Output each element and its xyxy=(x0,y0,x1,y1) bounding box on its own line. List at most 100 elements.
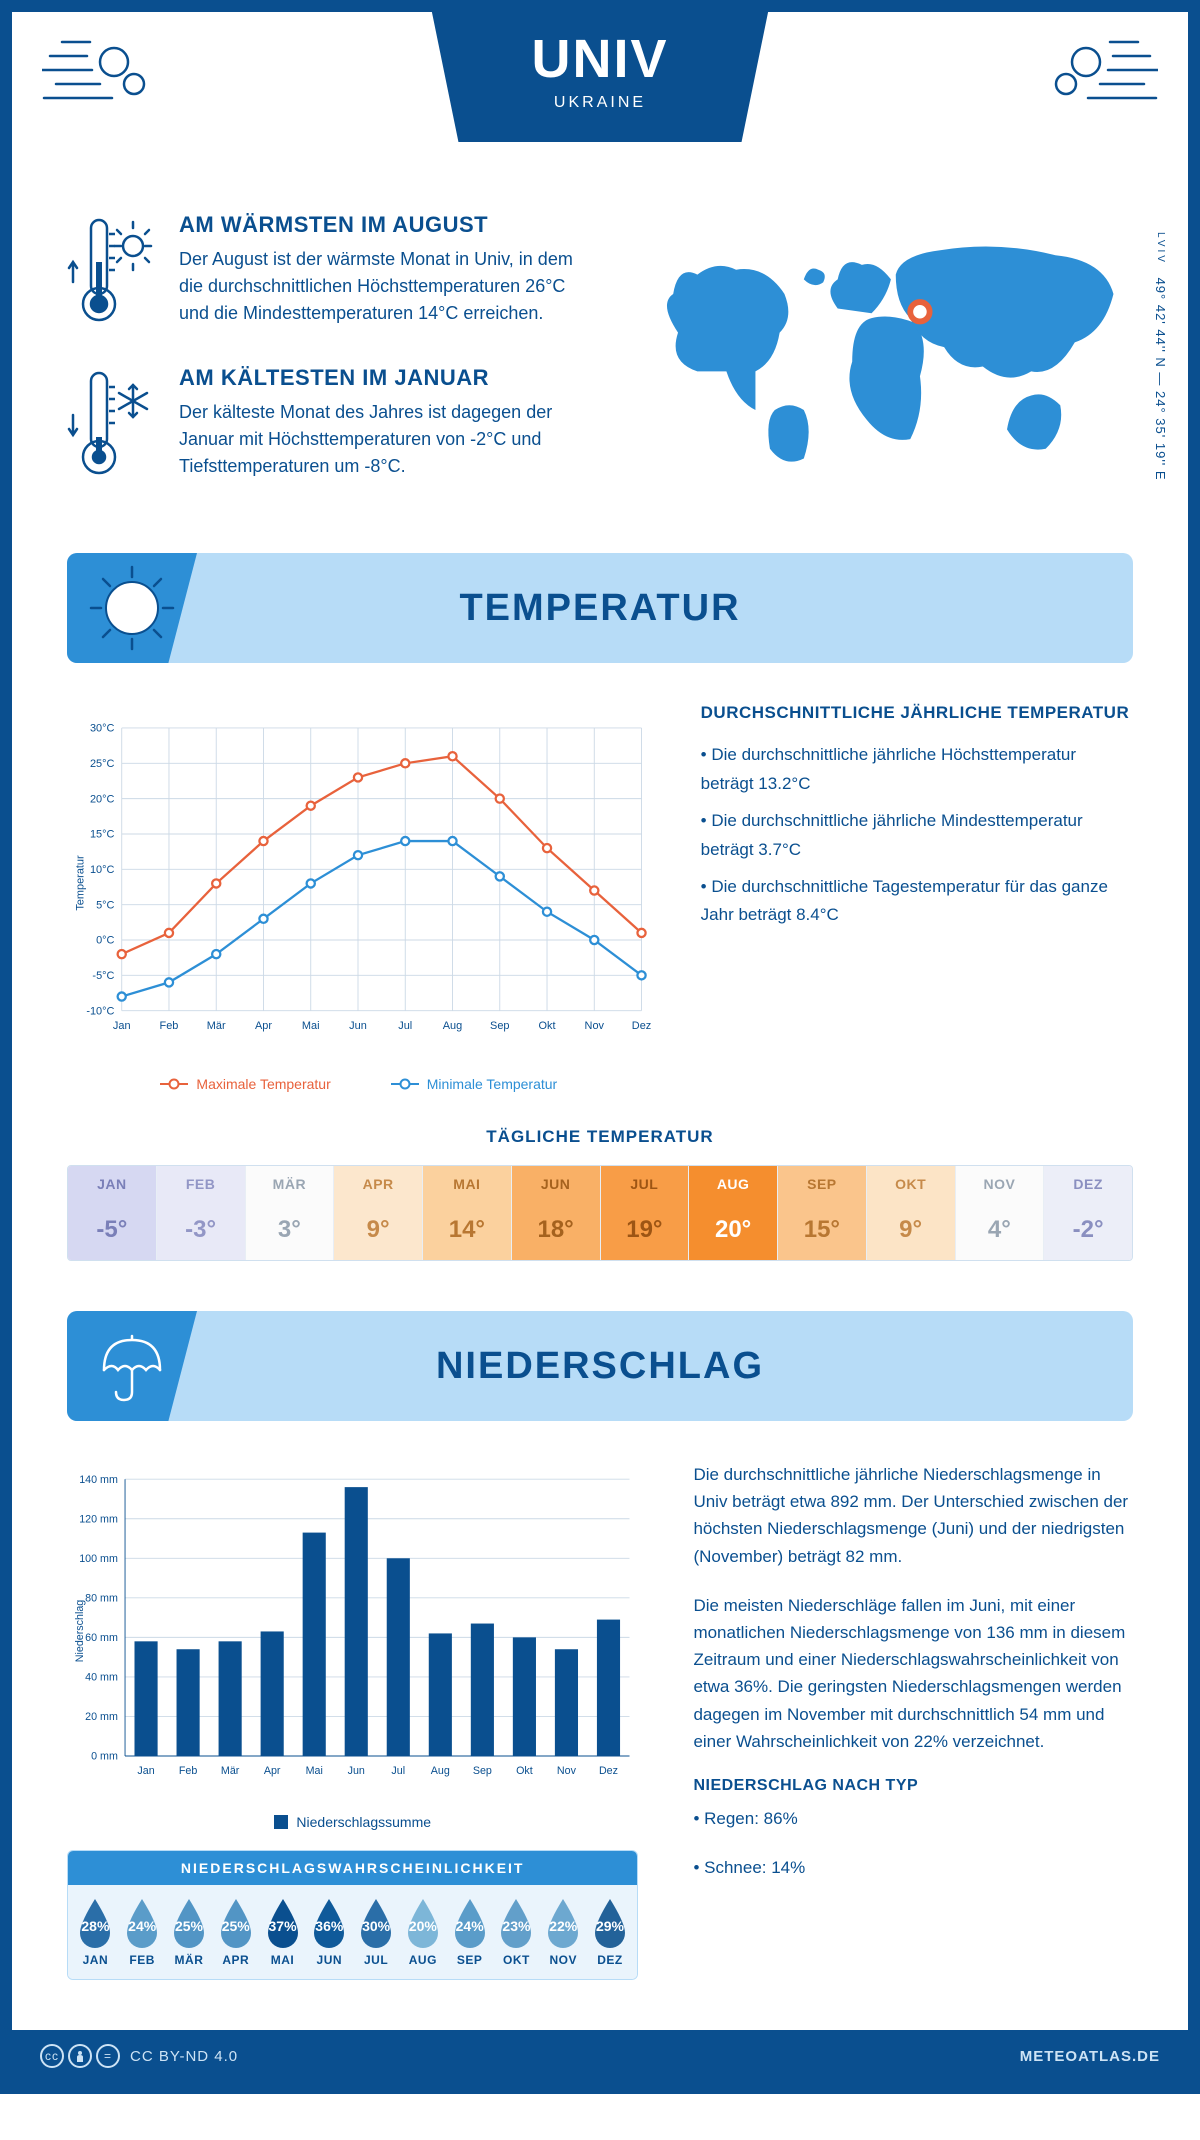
precip-prob-cell: 20% AUG xyxy=(399,1897,446,1967)
precip-prob-cell: 25% MÄR xyxy=(166,1897,213,1967)
daily-temp-cell: JAN-5° xyxy=(68,1166,157,1260)
svg-text:Nov: Nov xyxy=(585,1020,605,1032)
svg-text:Aug: Aug xyxy=(431,1765,450,1777)
precipitation-heading: NIEDERSCHLAG xyxy=(436,1345,764,1388)
country-subtitle: UKRAINE xyxy=(531,94,668,112)
svg-text:Sep: Sep xyxy=(473,1765,492,1777)
precip-prob-cell: 22% NOV xyxy=(540,1897,587,1967)
svg-text:Jul: Jul xyxy=(398,1020,412,1032)
climate-facts: AM WÄRMSTEN IM AUGUST Der August ist der… xyxy=(67,212,599,518)
by-icon xyxy=(68,2044,92,2068)
svg-text:Mär: Mär xyxy=(207,1020,226,1032)
svg-text:Jun: Jun xyxy=(349,1020,367,1032)
world-map-column: LVIV 49° 42' 44'' N — 24° 35' 19'' E xyxy=(649,212,1133,518)
precipitation-bar-chart: 0 mm20 mm40 mm60 mm80 mm100 mm120 mm140 … xyxy=(67,1461,638,1830)
svg-text:0°C: 0°C xyxy=(96,935,114,947)
svg-text:-10°C: -10°C xyxy=(86,1005,114,1017)
title-banner: UNIV UKRAINE xyxy=(431,10,768,142)
temperature-heading: TEMPERATUR xyxy=(459,587,740,630)
svg-text:20°C: 20°C xyxy=(90,793,115,805)
daily-temp-cell: FEB-3° xyxy=(157,1166,246,1260)
svg-text:Mai: Mai xyxy=(306,1765,323,1777)
daily-temp-cell: MÄR3° xyxy=(246,1166,335,1260)
svg-text:Apr: Apr xyxy=(255,1020,272,1032)
avg-temp-heading: DURCHSCHNITTLICHE JÄHRLICHE TEMPERATUR xyxy=(701,703,1133,723)
infographic-frame: UNIV UKRAINE xyxy=(0,0,1200,2094)
svg-text:25°C: 25°C xyxy=(90,758,115,770)
daily-temp-cell: OKT9° xyxy=(867,1166,956,1260)
header: UNIV UKRAINE xyxy=(12,12,1188,182)
precipitation-section-banner: NIEDERSCHLAG xyxy=(67,1311,1133,1421)
city-title: UNIV xyxy=(531,28,668,90)
precip-prob-cell: 25% APR xyxy=(212,1897,259,1967)
daily-temp-cell: AUG20° xyxy=(689,1166,778,1260)
svg-text:Nov: Nov xyxy=(557,1765,577,1777)
site-name: METEOATLAS.DE xyxy=(1020,2048,1160,2065)
nd-icon: = xyxy=(96,2044,120,2068)
temperature-line-chart: -10°C-5°C0°C5°C10°C15°C20°C25°C30°CJanFe… xyxy=(67,703,651,1092)
warmest-fact: AM WÄRMSTEN IM AUGUST Der August ist der… xyxy=(67,212,599,337)
cc-icon: cc xyxy=(40,2044,64,2068)
daily-temp-cell: JUL19° xyxy=(601,1166,690,1260)
svg-text:5°C: 5°C xyxy=(96,899,114,911)
precip-prob-cell: 24% SEP xyxy=(446,1897,493,1967)
svg-text:Dez: Dez xyxy=(632,1020,651,1032)
precip-prob-cell: 29% DEZ xyxy=(587,1897,634,1967)
precip-prob-cell: 24% FEB xyxy=(119,1897,166,1967)
svg-text:Jan: Jan xyxy=(137,1765,154,1777)
svg-text:80 mm: 80 mm xyxy=(85,1592,118,1604)
svg-text:Aug: Aug xyxy=(443,1020,462,1032)
thermometer-snow-icon xyxy=(67,365,157,490)
wind-icon-left xyxy=(42,32,152,127)
precipitation-summary-text: Die durchschnittliche jährliche Niedersc… xyxy=(693,1461,1133,1980)
precip-type-heading: NIEDERSCHLAG NACH TYP xyxy=(693,1777,1133,1795)
license-block: cc = CC BY-ND 4.0 xyxy=(40,2044,238,2068)
legend-min-temp: Minimale Temperatur xyxy=(427,1076,557,1092)
svg-text:Niederschlag: Niederschlag xyxy=(74,1600,86,1663)
svg-text:0 mm: 0 mm xyxy=(91,1751,118,1763)
svg-text:Mai: Mai xyxy=(302,1020,320,1032)
daily-temperature-grid: TÄGLICHE TEMPERATUR JAN-5° FEB-3° MÄR3° … xyxy=(67,1127,1133,1261)
warmest-title: AM WÄRMSTEN IM AUGUST xyxy=(179,212,599,238)
svg-text:Okt: Okt xyxy=(516,1765,533,1777)
svg-text:20 mm: 20 mm xyxy=(85,1711,118,1723)
precip-prob-cell: 28% JAN xyxy=(72,1897,119,1967)
svg-text:Temperatur: Temperatur xyxy=(74,855,86,911)
legend-max-temp: Maximale Temperatur xyxy=(196,1076,330,1092)
warmest-text: Der August ist der wärmste Monat in Univ… xyxy=(179,246,599,327)
svg-text:-5°C: -5°C xyxy=(92,970,114,982)
precip-prob-cell: 37% MAI xyxy=(259,1897,306,1967)
daily-temp-cell: SEP15° xyxy=(778,1166,867,1260)
svg-text:Okt: Okt xyxy=(539,1020,556,1032)
temperature-section-banner: TEMPERATUR xyxy=(67,553,1133,663)
daily-temp-cell: APR9° xyxy=(334,1166,423,1260)
svg-text:30°C: 30°C xyxy=(90,723,115,735)
sun-banner-icon xyxy=(67,553,197,663)
temperature-summary-text: DURCHSCHNITTLICHE JÄHRLICHE TEMPERATUR •… xyxy=(701,703,1133,1092)
coldest-fact: AM KÄLTESTEN IM JANUAR Der kälteste Mona… xyxy=(67,365,599,490)
svg-text:Apr: Apr xyxy=(264,1765,281,1777)
daily-temp-cell: JUN18° xyxy=(512,1166,601,1260)
coldest-title: AM KÄLTESTEN IM JANUAR xyxy=(179,365,599,391)
svg-text:120 mm: 120 mm xyxy=(79,1513,118,1525)
svg-text:Feb: Feb xyxy=(179,1765,197,1777)
svg-text:Jun: Jun xyxy=(348,1765,365,1777)
svg-text:Jan: Jan xyxy=(113,1020,131,1032)
svg-text:10°C: 10°C xyxy=(90,864,115,876)
coldest-text: Der kälteste Monat des Jahres ist dagege… xyxy=(179,399,599,480)
svg-text:60 mm: 60 mm xyxy=(85,1632,118,1644)
cc-icons: cc = xyxy=(40,2044,120,2068)
svg-text:Feb: Feb xyxy=(160,1020,179,1032)
svg-text:Dez: Dez xyxy=(599,1765,618,1777)
daily-temp-cell: NOV4° xyxy=(956,1166,1045,1260)
precip-prob-title: NIEDERSCHLAGSWAHRSCHEINLICHKEIT xyxy=(68,1851,637,1885)
svg-text:140 mm: 140 mm xyxy=(79,1474,118,1486)
world-map xyxy=(649,222,1133,482)
coordinates-label: LVIV 49° 42' 44'' N — 24° 35' 19'' E xyxy=(1153,232,1168,481)
precip-prob-cell: 23% OKT xyxy=(493,1897,540,1967)
legend-precip-sum: Niederschlagssumme xyxy=(296,1814,431,1830)
footer: cc = CC BY-ND 4.0 METEOATLAS.DE xyxy=(12,2030,1188,2082)
daily-temp-heading: TÄGLICHE TEMPERATUR xyxy=(67,1127,1133,1147)
svg-text:Jul: Jul xyxy=(391,1765,405,1777)
umbrella-banner-icon xyxy=(67,1311,197,1421)
